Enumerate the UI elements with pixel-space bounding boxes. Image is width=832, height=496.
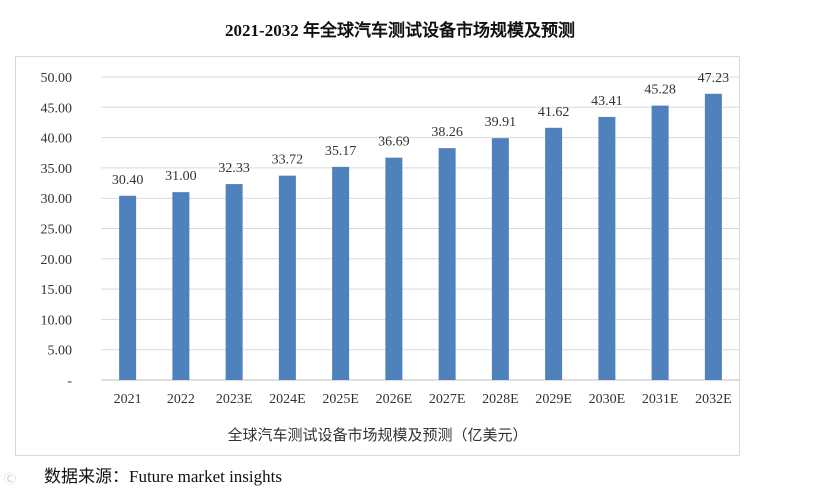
- y-tick-label: -: [67, 374, 72, 389]
- y-tick-label: 20.00: [41, 253, 73, 268]
- x-axis-caption: 全球汽车测试设备市场规模及预测（亿美元）: [227, 428, 528, 444]
- bar: [438, 148, 456, 380]
- y-tick-label: 5.00: [48, 344, 73, 359]
- data-label: 41.62: [538, 105, 570, 120]
- data-label: 32.33: [218, 161, 250, 176]
- bar-chart: - 5.00 10.00 15.00 20.00 25.00 30.00 35.00 40.00…: [41, 71, 740, 407]
- data-label: 33.72: [272, 153, 304, 168]
- y-tick-label: 40.00: [41, 132, 73, 147]
- y-tick-label: 25.00: [41, 223, 73, 238]
- y-tick-label: 50.00: [41, 71, 73, 86]
- bar: [332, 166, 350, 380]
- chart-area: - 5.00 10.00 15.00 20.00 25.00 30.00 35.00 40.00…: [15, 56, 740, 456]
- x-tick-label: 2028E: [482, 392, 519, 407]
- x-tick-label: 2021: [114, 392, 142, 407]
- y-tick-label: 35.00: [41, 162, 73, 177]
- bar: [385, 157, 403, 380]
- y-tick-label: 45.00: [41, 101, 73, 116]
- x-tick-label: 2031E: [642, 392, 679, 407]
- y-tick-label: 30.00: [41, 192, 73, 207]
- chart-title: 2021-2032 年全球汽车测试设备市场规模及预测: [225, 21, 575, 40]
- data-label: 30.40: [112, 173, 144, 188]
- bar: [172, 192, 190, 380]
- bar: [491, 138, 509, 380]
- x-tick-label: 2025E: [322, 392, 359, 407]
- data-label: 43.41: [591, 94, 623, 109]
- data-label: 39.91: [485, 115, 517, 130]
- data-label: 35.17: [325, 144, 357, 159]
- source-note: 数据来源：Future market insights: [44, 467, 282, 486]
- bar: [704, 93, 722, 381]
- x-tick-label: 2029E: [535, 392, 572, 407]
- x-tick-label: 2027E: [429, 392, 466, 407]
- x-tick-label: 2026E: [376, 392, 413, 407]
- data-label: 47.23: [698, 71, 730, 86]
- data-label: 38.26: [431, 125, 463, 140]
- y-tick-label: 10.00: [41, 313, 73, 328]
- bar: [225, 184, 243, 380]
- data-label: 31.00: [165, 169, 197, 184]
- bar: [651, 105, 669, 380]
- x-tick-label: 2030E: [589, 392, 626, 407]
- data-label: 45.28: [644, 83, 676, 98]
- y-tick-label: 15.00: [41, 283, 73, 298]
- bar: [545, 127, 563, 380]
- x-tick-label: 2022: [167, 392, 195, 407]
- x-tick-label: 2032E: [695, 392, 732, 407]
- x-tick-label: 2023E: [216, 392, 253, 407]
- data-label: 36.69: [378, 135, 410, 150]
- bar: [278, 175, 296, 380]
- bar: [119, 195, 137, 380]
- bar: [598, 116, 616, 380]
- watermark-logo: Ⓒ: [4, 472, 17, 486]
- x-tick-label: 2024E: [269, 392, 306, 407]
